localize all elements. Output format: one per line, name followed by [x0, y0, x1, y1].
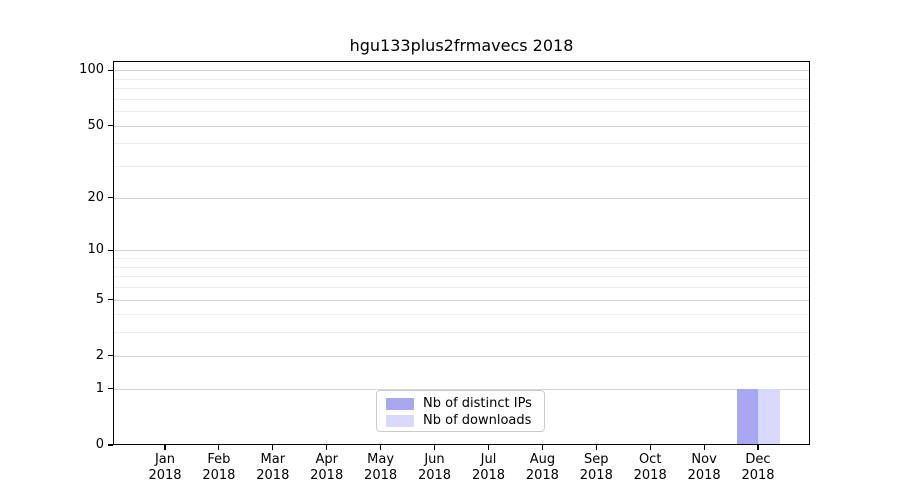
y-gridline-major — [114, 125, 809, 127]
legend-item-distinct-ips: Nb of distinct IPs — [377, 395, 544, 412]
y-tick — [108, 388, 113, 390]
y-gridline-minor — [114, 258, 809, 259]
y-gridline-minor — [114, 266, 809, 268]
x-tick-year: 2018 — [633, 468, 667, 483]
legend-label-downloads: Nb of downloads — [423, 413, 532, 428]
x-tick — [757, 445, 759, 450]
y-gridline-minor — [114, 314, 809, 316]
y-gridline-major — [114, 299, 809, 301]
x-tick — [380, 445, 382, 450]
x-tick-year: 2018 — [202, 468, 236, 483]
bar-distinct-ips-dec — [736, 388, 758, 444]
plot-area — [113, 61, 810, 445]
bar-downloads-dec — [758, 388, 780, 444]
x-tick-month: May — [367, 452, 395, 467]
x-tick-year: 2018 — [148, 468, 182, 483]
chart-title: hgu133plus2frmavecs 2018 — [349, 36, 574, 55]
y-gridline-minor — [114, 166, 809, 168]
y-tick-label: 0 — [95, 437, 104, 452]
x-tick-month: Apr — [315, 452, 338, 467]
x-tick-year: 2018 — [741, 468, 775, 483]
y-gridline-major — [114, 355, 809, 357]
legend-swatch-distinct-ips — [386, 397, 414, 410]
y-gridline-minor — [114, 143, 809, 145]
x-tick-month: Aug — [529, 452, 556, 467]
y-tick-label: 20 — [87, 189, 104, 205]
y-tick-label: 1 — [95, 380, 104, 396]
x-tick-label: Feb 2018 — [191, 452, 247, 484]
x-tick-month: Feb — [207, 452, 231, 467]
x-tick-month: Oct — [638, 452, 662, 467]
x-tick-month: Dec — [745, 452, 771, 467]
y-tick — [108, 125, 113, 127]
x-tick — [595, 445, 597, 450]
y-gridline-major — [114, 197, 809, 199]
x-tick — [541, 445, 543, 450]
x-tick-year: 2018 — [310, 468, 344, 483]
y-gridline-major — [114, 250, 809, 252]
y-tick-label: 5 — [95, 291, 104, 307]
x-tick-year: 2018 — [579, 468, 613, 483]
x-tick-year: 2018 — [525, 468, 559, 483]
x-tick-label: Jul 2018 — [461, 452, 517, 484]
x-tick-label: May 2018 — [353, 452, 409, 484]
y-tick — [108, 355, 113, 357]
x-tick — [649, 445, 651, 450]
y-gridline-minor — [114, 332, 809, 334]
y-tick-label: 2 — [95, 347, 104, 363]
x-tick — [272, 445, 274, 450]
x-tick-label: Aug 2018 — [514, 452, 570, 484]
x-tick-month: Jul — [480, 452, 497, 467]
y-tick — [108, 444, 113, 446]
y-tick-label: 100 — [79, 62, 104, 78]
y-gridline-minor — [114, 98, 809, 100]
x-tick-label: Jun 2018 — [407, 452, 463, 484]
y-tick-label: 10 — [87, 242, 104, 258]
x-tick-month: Sep — [584, 452, 609, 467]
x-tick-label: Mar 2018 — [245, 452, 301, 484]
x-tick-month: Jan — [154, 452, 176, 467]
y-gridline-minor — [114, 276, 809, 278]
x-tick-label: Jan 2018 — [137, 452, 193, 484]
y-gridline-minor — [114, 78, 809, 80]
x-tick-month: Nov — [691, 452, 717, 467]
y-tick — [108, 197, 113, 199]
x-tick-label: Sep 2018 — [568, 452, 624, 484]
y-tick — [108, 298, 113, 301]
x-tick — [218, 445, 220, 450]
plot-border — [113, 61, 810, 445]
y-gridline-minor — [114, 88, 809, 89]
legend: Nb of distinct IPs Nb of downloads — [376, 390, 545, 432]
x-tick-label: Dec 2018 — [730, 452, 786, 484]
x-tick-label: Nov 2018 — [676, 452, 732, 484]
x-tick-year: 2018 — [364, 468, 398, 483]
x-tick-year: 2018 — [471, 468, 506, 483]
x-tick-year: 2018 — [417, 468, 452, 483]
x-tick-month: Jun — [424, 452, 445, 467]
x-tick-label: Apr 2018 — [299, 452, 355, 484]
y-gridline-minor — [114, 286, 809, 288]
x-tick — [487, 445, 490, 450]
x-tick-year: 2018 — [687, 468, 721, 483]
x-tick-month: Mar — [260, 452, 286, 467]
y-gridline-major — [114, 388, 809, 390]
x-tick — [433, 445, 436, 450]
x-tick-label: Oct 2018 — [622, 452, 678, 484]
x-tick — [326, 445, 328, 450]
y-tick — [108, 69, 113, 71]
y-tick — [108, 249, 113, 251]
x-tick — [164, 445, 166, 450]
x-tick — [703, 445, 705, 450]
legend-item-downloads: Nb of downloads — [377, 412, 544, 429]
y-gridline-minor — [114, 111, 809, 113]
x-tick-year: 2018 — [256, 468, 290, 483]
y-tick-label: 50 — [87, 117, 104, 133]
legend-label-distinct-ips: Nb of distinct IPs — [423, 396, 532, 411]
y-gridline-major — [114, 70, 809, 72]
legend-swatch-downloads — [386, 414, 414, 427]
